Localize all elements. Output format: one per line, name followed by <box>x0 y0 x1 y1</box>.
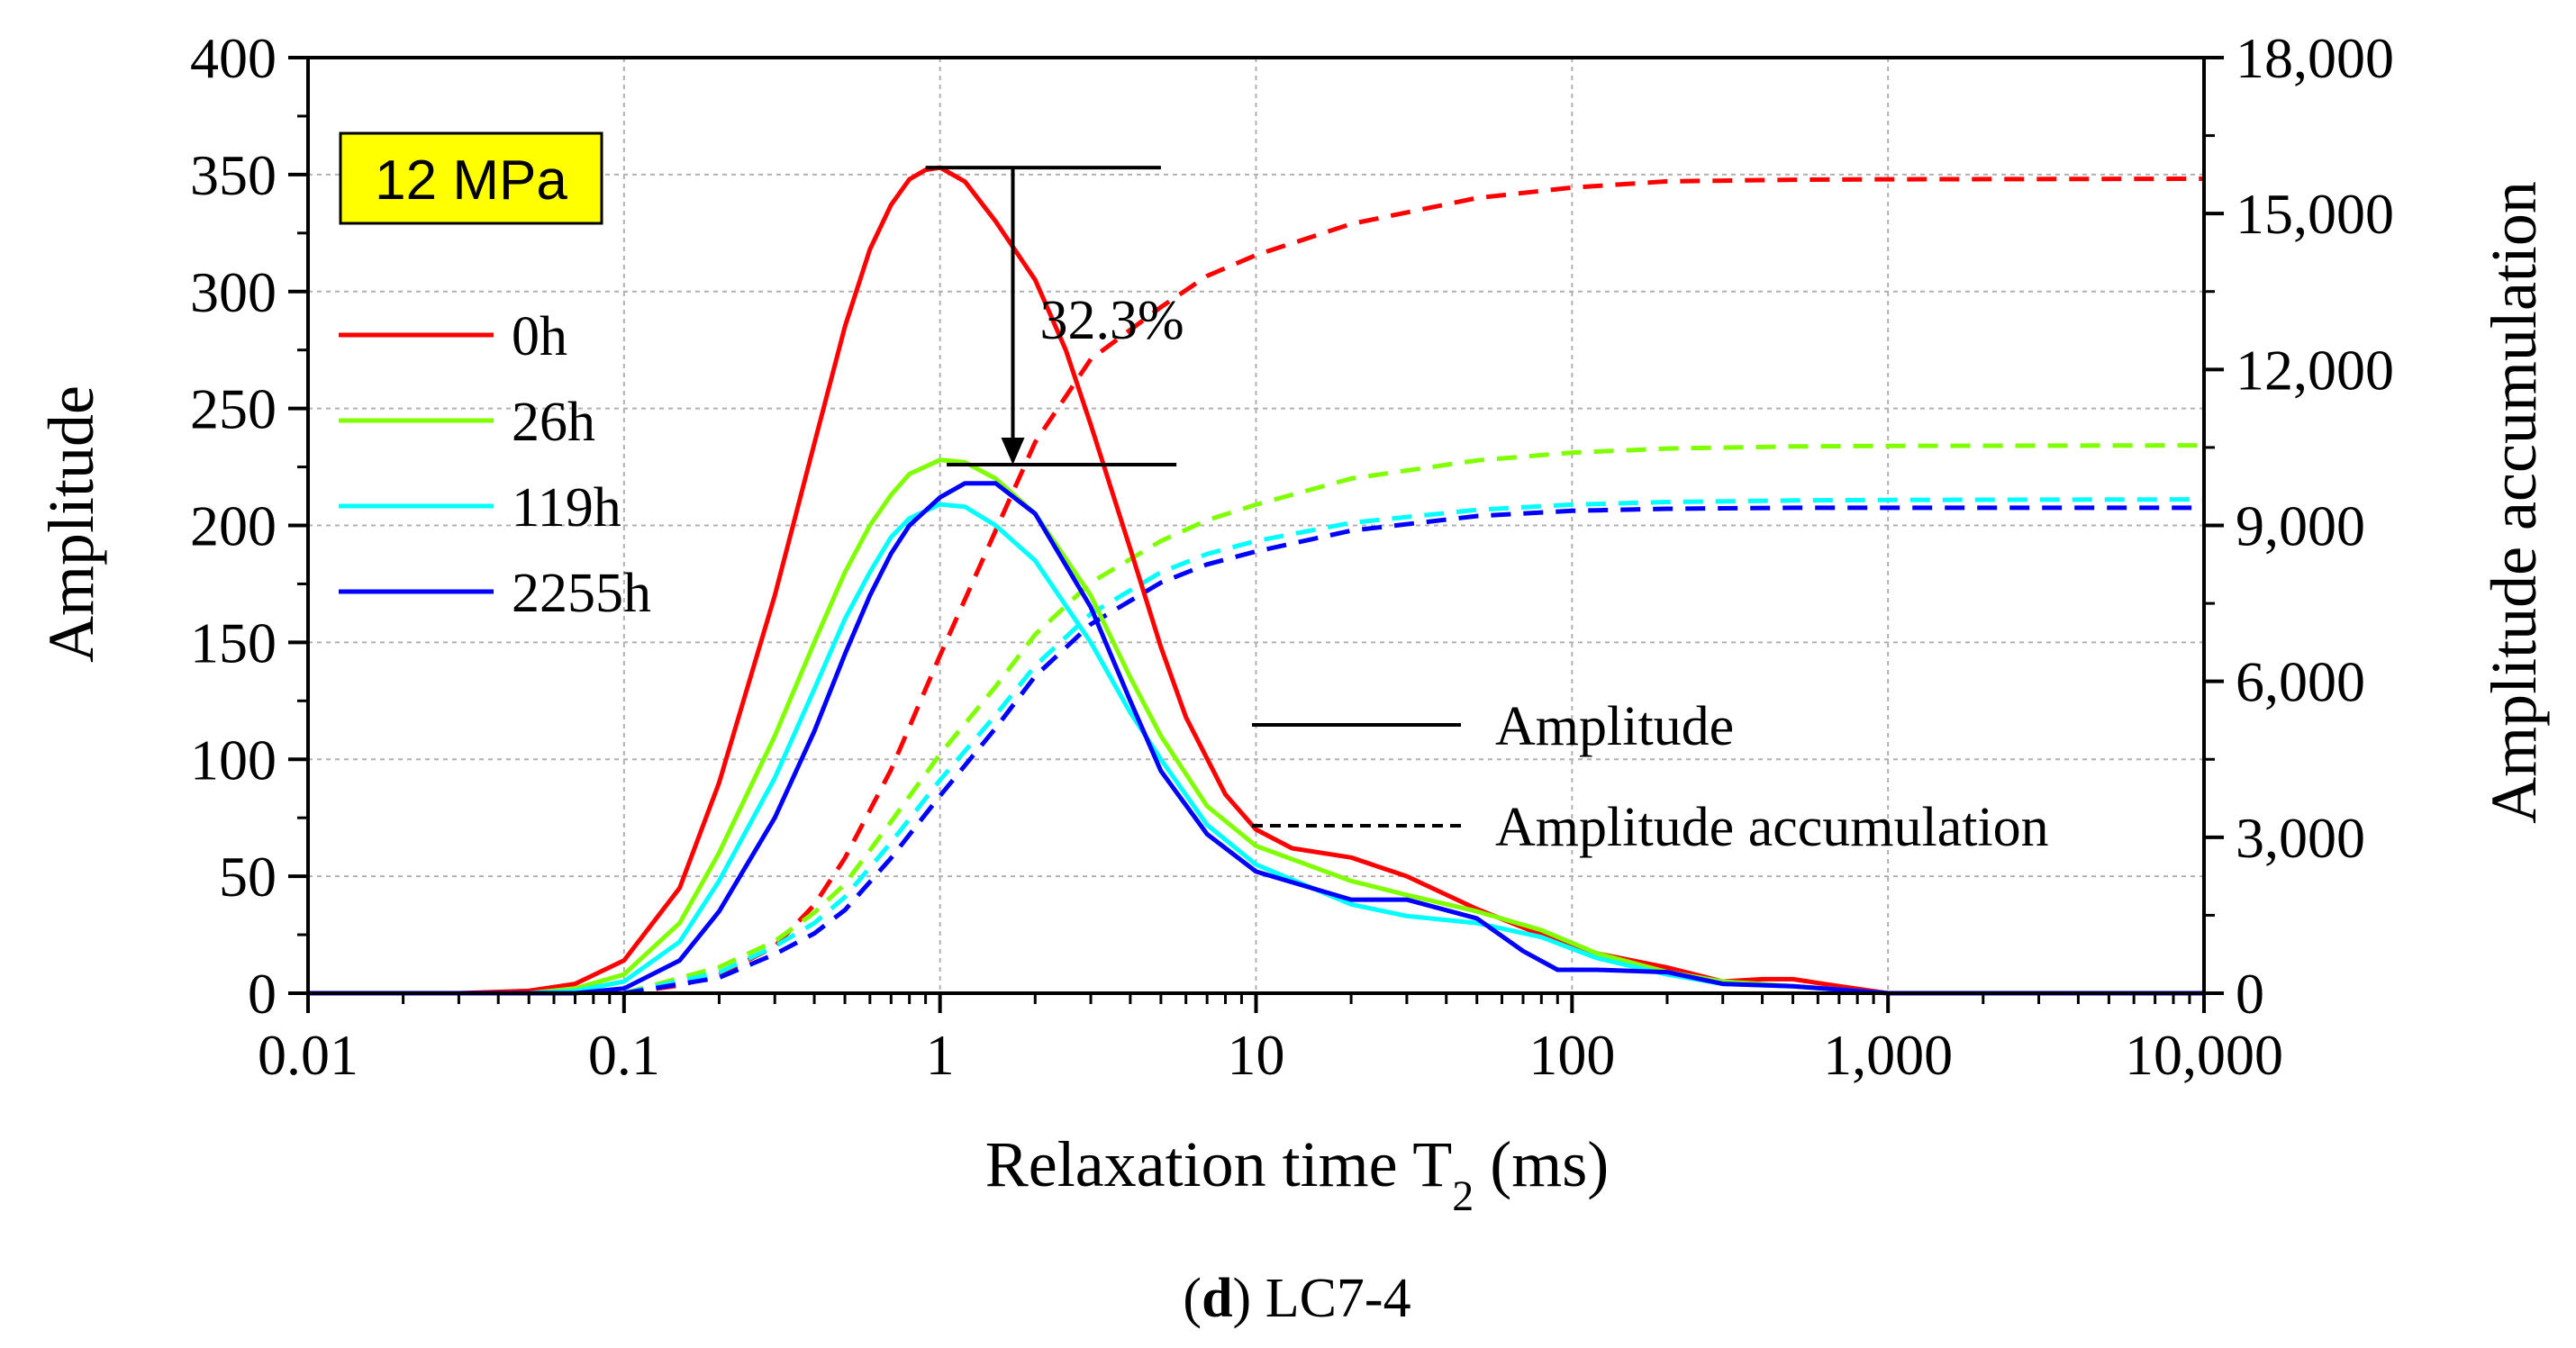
x-tick-label: 0.01 <box>258 1023 358 1087</box>
x-tick-label: 100 <box>1528 1023 1615 1087</box>
accumulation-curves <box>623 176 2205 996</box>
amplitude-line-2255h <box>308 481 2204 996</box>
x-tick-label: 1,000 <box>1823 1023 1953 1087</box>
figure-caption: (d) LC7-4 <box>1183 1268 1410 1329</box>
annotation-label: 32.3% <box>1040 290 1184 351</box>
style-legend-label: Amplitude accumulation <box>1495 797 2049 858</box>
accumulation-line-2255h <box>623 505 2204 996</box>
y-tick-label: 250 <box>190 377 277 441</box>
x-tick-label: 0.1 <box>588 1023 660 1087</box>
axis-ticks: 0.01 0.1 1 10 100 1,000 10,0000501001502002503… <box>190 26 2394 1087</box>
y-tick-label: 300 <box>190 260 277 324</box>
amplitude-line-0h <box>308 165 2204 996</box>
style-legend-label: Amplitude <box>1495 696 1734 757</box>
amplitude-curves <box>308 165 2204 996</box>
y2-tick-label: 3,000 <box>2236 806 2365 870</box>
y2-tick-label: 9,000 <box>2236 494 2365 558</box>
x-tick-label: 1 <box>926 1023 955 1087</box>
y-tick-label: 400 <box>190 26 277 90</box>
y-tick-label: 150 <box>190 611 277 674</box>
y2-tick-label: 15,000 <box>2236 182 2394 246</box>
y2-tick-label: 18,000 <box>2236 26 2394 90</box>
x-tick-label: 10,000 <box>2125 1023 2283 1087</box>
annotation: 32.3% <box>925 166 1184 466</box>
condition-box: 12 MPa <box>339 131 603 225</box>
x-tick-label: 10 <box>1228 1023 1285 1087</box>
series-legend: 0h 26h 119h 2255h <box>339 306 651 624</box>
y-tick-label: 100 <box>190 728 277 792</box>
amplitude-line-119h <box>308 502 2204 996</box>
x-axis-title: Relaxation time T2 (ms) <box>985 1128 1610 1220</box>
style-legend: Amplitude Amplitude accumulation <box>1252 696 2049 858</box>
y-tick-label: 0 <box>248 962 277 1026</box>
legend-label-119h: 119h <box>512 477 621 538</box>
y2-tick-label: 0 <box>2236 962 2264 1026</box>
condition-label: 12 MPa <box>375 149 567 212</box>
y-tick-label: 350 <box>190 143 277 207</box>
y-axis-title: Amplitude <box>35 385 107 663</box>
accumulation-line-26h <box>623 443 2205 996</box>
y2-axis-title: Amplitude accumulation <box>2478 181 2550 824</box>
y-tick-label: 50 <box>219 845 277 909</box>
accumulation-line-119h <box>623 497 2205 996</box>
legend-label-2255h: 2255h <box>512 563 651 624</box>
legend-label-0h: 0h <box>512 306 567 367</box>
legend-label-26h: 26h <box>512 392 595 453</box>
y2-tick-label: 6,000 <box>2236 650 2365 714</box>
y-tick-label: 200 <box>190 494 277 558</box>
y2-tick-label: 12,000 <box>2236 338 2394 402</box>
annotation-arrowhead <box>1001 437 1025 465</box>
